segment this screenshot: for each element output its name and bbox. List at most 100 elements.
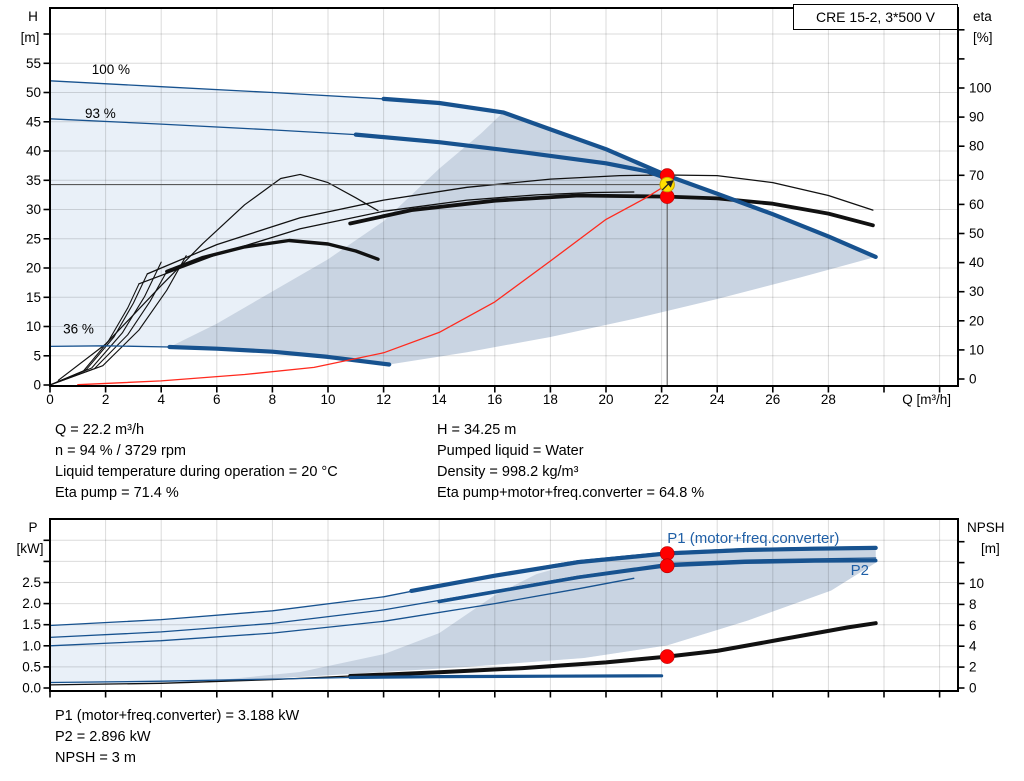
left-tick-label: 5 bbox=[33, 348, 41, 363]
info-line-temperature: Liquid temperature during operation = 20… bbox=[55, 464, 338, 480]
x-tick-label: 16 bbox=[487, 392, 502, 407]
pump-model-box: CRE 15-2, 3*500 V bbox=[793, 4, 958, 30]
left-axis-unit: [kW] bbox=[17, 541, 44, 556]
p-min-curve bbox=[348, 674, 664, 680]
left-tick-label: 0.5 bbox=[22, 659, 41, 674]
right-axis-title: eta bbox=[973, 9, 992, 24]
info-line-eta-pump: Eta pump = 71.4 % bbox=[55, 485, 179, 501]
info-line-npsh: NPSH = 3 m bbox=[55, 750, 136, 766]
left-axis-title: P bbox=[28, 520, 37, 535]
x-axis-title: Q [m³/h] bbox=[902, 392, 951, 407]
left-tick-label: 2.0 bbox=[22, 596, 41, 611]
info-line-head: H = 34.25 m bbox=[437, 422, 517, 438]
left-tick-label: 1.5 bbox=[22, 617, 41, 632]
right-axis-title: NPSH bbox=[967, 520, 1005, 535]
affinity-line-c bbox=[49, 261, 162, 386]
curve-label: P1 (motor+freq.converter) bbox=[667, 530, 839, 547]
left-tick-label: 45 bbox=[26, 114, 41, 129]
qh-93pct bbox=[353, 132, 670, 181]
left-tick-label: 35 bbox=[26, 173, 41, 188]
right-tick-label: 0 bbox=[969, 372, 977, 387]
duty-info-column-1: Q = 22.2 m³/h n = 94 % / 3729 rpm Liquid… bbox=[55, 420, 338, 504]
left-tick-label: 0 bbox=[33, 378, 41, 393]
p-min-thin bbox=[49, 676, 351, 684]
right-axis-unit: [%] bbox=[973, 30, 993, 45]
curve-label: P2 bbox=[851, 562, 869, 579]
qh-36pct bbox=[167, 344, 392, 367]
curve-label: 93 % bbox=[85, 106, 116, 121]
pump-model-label: CRE 15-2, 3*500 V bbox=[815, 9, 936, 25]
right-tick-label: 40 bbox=[969, 255, 984, 270]
speed-envelope-light bbox=[50, 80, 504, 348]
power-envelope-dark bbox=[180, 547, 876, 684]
info-line-speed: n = 94 % / 3729 rpm bbox=[55, 443, 186, 459]
x-tick-label: 14 bbox=[432, 392, 448, 407]
x-tick-label: 10 bbox=[320, 392, 335, 407]
left-tick-label: 20 bbox=[26, 261, 41, 276]
x-tick-label: 22 bbox=[654, 392, 669, 407]
left-tick-label: 50 bbox=[26, 85, 41, 100]
info-line-p1: P1 (motor+freq.converter) = 3.188 kW bbox=[55, 708, 300, 724]
x-tick-label: 8 bbox=[269, 392, 277, 407]
right-tick-label: 10 bbox=[969, 342, 984, 357]
operating-envelope-dark bbox=[169, 112, 876, 365]
p1-marker bbox=[659, 546, 675, 561]
left-tick-label: 25 bbox=[26, 231, 41, 246]
right-tick-label: 80 bbox=[969, 139, 984, 154]
p-93-thin bbox=[49, 577, 635, 647]
right-tick-label: 60 bbox=[969, 197, 984, 212]
right-tick-label: 30 bbox=[969, 284, 984, 299]
left-axis-title: H bbox=[28, 9, 38, 24]
left-tick-label: 30 bbox=[26, 202, 41, 217]
info-line-density: Density = 998.2 kg/m³ bbox=[437, 464, 579, 480]
right-tick-label: 2 bbox=[969, 660, 977, 675]
qh-36pct-thin bbox=[49, 345, 171, 348]
left-axis-unit: [m] bbox=[21, 30, 40, 45]
left-tick-label: 40 bbox=[26, 144, 41, 159]
left-tick-label: 10 bbox=[26, 319, 41, 334]
chart-frame bbox=[49, 7, 959, 387]
p2-marker bbox=[659, 558, 675, 574]
info-line-liquid: Pumped liquid = Water bbox=[437, 443, 584, 459]
right-tick-label: 4 bbox=[969, 639, 977, 654]
x-tick-label: 18 bbox=[543, 392, 558, 407]
left-tick-label: 55 bbox=[26, 56, 41, 71]
qh-100pct-thin bbox=[49, 80, 385, 100]
right-tick-label: 90 bbox=[969, 110, 984, 125]
npsh-marker bbox=[659, 649, 675, 664]
left-tick-label: 15 bbox=[26, 290, 41, 305]
x-tick-label: 20 bbox=[598, 392, 613, 407]
x-tick-label: 0 bbox=[46, 392, 54, 407]
qh-max-speed-thin-a bbox=[146, 174, 874, 275]
curve-label: 36 % bbox=[63, 322, 94, 337]
control-curve-red bbox=[77, 183, 668, 386]
right-tick-label: 0 bbox=[969, 681, 977, 696]
left-tick-label: 1.0 bbox=[22, 638, 41, 653]
info-line-eta-total: Eta pump+motor+freq.converter = 64.8 % bbox=[437, 485, 705, 501]
x-tick-label: 12 bbox=[376, 392, 391, 407]
right-tick-label: 8 bbox=[969, 597, 977, 612]
duty-arrow-icon bbox=[661, 183, 669, 191]
info-line-p2: P2 = 2.896 kW bbox=[55, 729, 151, 745]
right-tick-label: 20 bbox=[969, 313, 984, 328]
x-tick-label: 6 bbox=[213, 392, 221, 407]
left-tick-label: 0.0 bbox=[22, 681, 41, 696]
duty-point-marker[interactable] bbox=[659, 176, 675, 193]
x-tick-label: 4 bbox=[157, 392, 165, 407]
duty-arrowhead-icon bbox=[665, 180, 674, 188]
affinity-line-e bbox=[49, 255, 187, 386]
x-tick-label: 24 bbox=[710, 392, 726, 407]
curve-label: 100 % bbox=[92, 62, 130, 77]
right-axis-unit: [m] bbox=[981, 541, 1000, 556]
duty-info-column-2: H = 34.25 m Pumped liquid = Water Densit… bbox=[437, 420, 704, 504]
qh-93pct-thin bbox=[49, 118, 357, 136]
right-tick-label: 10 bbox=[969, 576, 984, 591]
x-tick-label: 28 bbox=[821, 392, 836, 407]
qh-100pct bbox=[381, 96, 878, 259]
left-tick-label: 2.5 bbox=[22, 575, 41, 590]
x-tick-label: 26 bbox=[765, 392, 780, 407]
qh-arc-left bbox=[165, 238, 380, 274]
right-tick-label: 100 bbox=[969, 81, 992, 96]
